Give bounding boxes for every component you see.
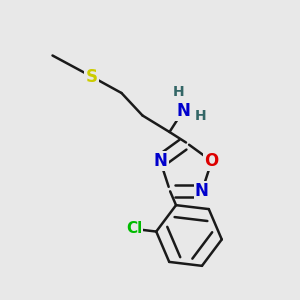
Text: H: H: [173, 85, 184, 98]
Text: N: N: [176, 102, 190, 120]
Text: S: S: [85, 68, 98, 85]
Text: H: H: [195, 109, 207, 122]
Text: Cl: Cl: [126, 221, 142, 236]
Text: O: O: [205, 152, 219, 170]
Text: N: N: [195, 182, 209, 200]
Text: N: N: [153, 152, 167, 170]
